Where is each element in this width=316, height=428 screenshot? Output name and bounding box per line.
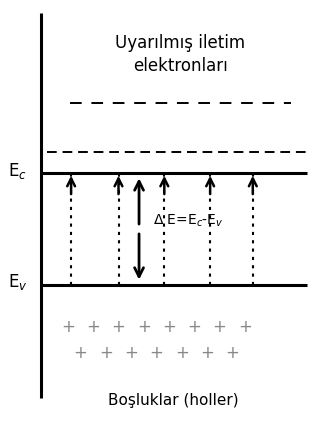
Text: Boşluklar (holler): Boşluklar (holler) (108, 392, 239, 408)
Text: +: + (187, 318, 201, 336)
Text: Uyarılmış iletim: Uyarılmış iletim (115, 34, 245, 52)
Text: +: + (99, 344, 113, 362)
Text: +: + (61, 318, 75, 336)
Text: E$_c$: E$_c$ (8, 161, 27, 181)
Text: +: + (74, 344, 88, 362)
Text: +: + (149, 344, 163, 362)
Text: +: + (175, 344, 189, 362)
Text: +: + (213, 318, 227, 336)
Text: +: + (225, 344, 239, 362)
Text: E$_v$: E$_v$ (8, 273, 27, 292)
Text: +: + (124, 344, 138, 362)
Text: +: + (112, 318, 125, 336)
Text: elektronları: elektronları (133, 57, 228, 75)
Text: Δ E=E$_c$-E$_v$: Δ E=E$_c$-E$_v$ (153, 212, 224, 229)
Text: +: + (86, 318, 100, 336)
Text: +: + (137, 318, 151, 336)
Text: +: + (162, 318, 176, 336)
Text: +: + (200, 344, 214, 362)
Text: +: + (238, 318, 252, 336)
